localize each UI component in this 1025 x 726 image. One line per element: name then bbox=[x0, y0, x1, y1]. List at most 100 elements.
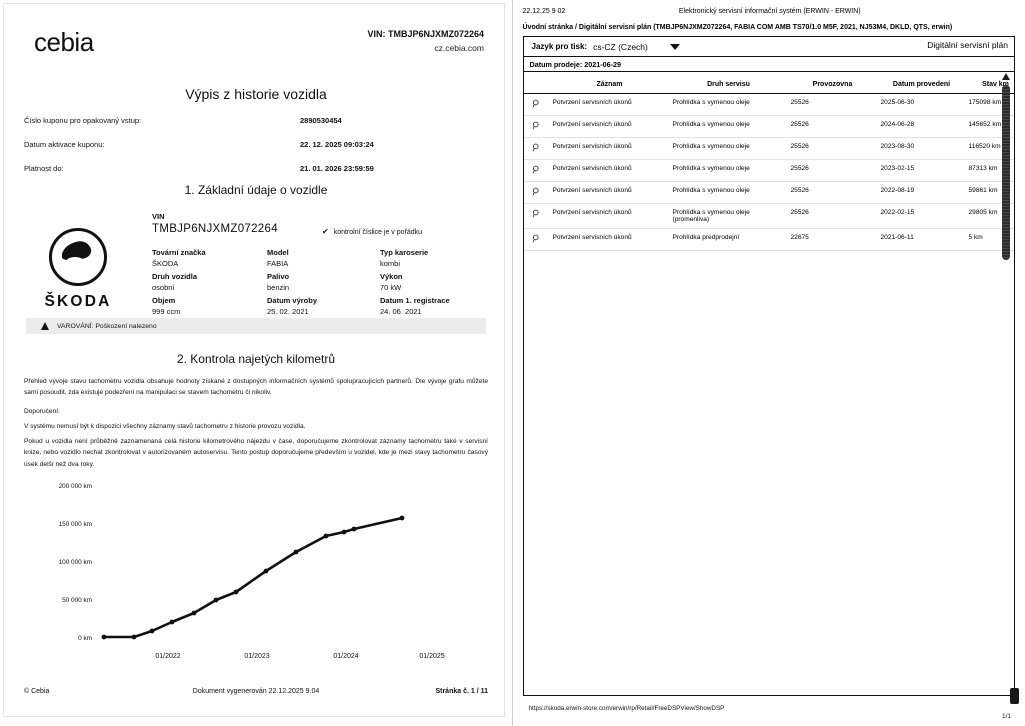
spec-value-2: kombi bbox=[380, 259, 401, 268]
paragraph-note: V systému nemusí být k dispozici všechny… bbox=[24, 423, 306, 430]
magnifier-icon[interactable] bbox=[523, 115, 550, 138]
magnifier-icon[interactable] bbox=[523, 159, 550, 182]
col-record: Záznam bbox=[549, 71, 670, 94]
document-title: Výpis z historie vozidla bbox=[185, 86, 327, 102]
breadcrumb[interactable]: Úvodní stránka / Digitální servisní plán… bbox=[522, 24, 953, 31]
skoda-logo: ŠKODA bbox=[26, 228, 130, 311]
col-service-type: Druh servisu bbox=[669, 71, 788, 94]
coupon-label-2: Platnost do: bbox=[24, 164, 64, 173]
cell-service-type: Prohlídka s vymenou oleje (promenliva) bbox=[669, 203, 788, 229]
sale-date-row: Datum prodeje: 2021-06-29 bbox=[523, 57, 1014, 72]
cell-date: 2025-06-30 bbox=[877, 93, 966, 116]
spec-cell-production-date: Datum výroby 25. 02. 2021 bbox=[267, 296, 317, 316]
section-1-title: 1. Základní údaje o vozidle bbox=[184, 183, 328, 197]
magnifier-icon[interactable] bbox=[523, 228, 550, 251]
pdf-page-sheet bbox=[4, 4, 504, 716]
cell-date: 2023-08-30 bbox=[877, 137, 966, 160]
cell-mileage: 5 km bbox=[965, 228, 1014, 251]
sale-date-text: Datum prodeje: 2021-06-29 bbox=[529, 59, 621, 69]
coupon-value-2: 21. 01. 2026 23:59:59 bbox=[300, 164, 374, 173]
cell-workshop: 25526 bbox=[787, 93, 878, 116]
table-row[interactable]: Potvrzení servisních úkonů Prohlídka s v… bbox=[523, 159, 1014, 182]
footer-generated: Dokument vygenerován 22.12.2025 9.04 bbox=[192, 688, 320, 695]
ytick-label-2: 100 000 km bbox=[59, 559, 92, 566]
cell-workshop: 25526 bbox=[787, 181, 878, 204]
cell-record: Potvrzení servisních úkonů bbox=[549, 115, 670, 138]
table-header-row: Záznam Druh servisu Provozovna Datum pro… bbox=[523, 71, 1014, 94]
table-row[interactable]: Potvrzení servisních úkonů Prohlídka s v… bbox=[523, 203, 1014, 229]
pdf-document-pane[interactable]: cebia VIN: TMBJP6NJXMZ072264 cz.cebia.co… bbox=[0, 0, 513, 726]
spec-cell-first-registration: Datum 1. registrace 24. 06. 2021 bbox=[380, 296, 450, 316]
magnifier-icon[interactable] bbox=[523, 93, 550, 116]
paragraph-recommendation-label: Doporučení: bbox=[24, 408, 60, 415]
spec-cell-brand: Tovární značka ŠKODA bbox=[152, 248, 206, 268]
cell-workshop: 25526 bbox=[787, 159, 878, 182]
section-2-title: 2. Kontrola najetých kilometrů bbox=[176, 352, 336, 366]
cell-workshop: 25526 bbox=[787, 203, 878, 229]
dsp-panel: Jazyk pro tisk: cs-CZ (Czech) Digitální … bbox=[522, 36, 1015, 696]
scrollbar-thumb[interactable] bbox=[1002, 85, 1010, 260]
print-language-value[interactable]: cs-CZ (Czech) bbox=[593, 41, 648, 52]
service-table-scroll-area[interactable]: Záznam Druh servisu Provozovna Datum pro… bbox=[523, 71, 1014, 695]
cell-mileage: 116520 km bbox=[965, 137, 1014, 160]
magnifier-icon[interactable] bbox=[523, 137, 550, 160]
ytick-label-0: 200 000 km bbox=[59, 483, 92, 490]
spec-value-0: ŠKODA bbox=[152, 259, 179, 268]
cell-date: 2021-06-11 bbox=[877, 228, 966, 251]
vertical-scrollbar[interactable] bbox=[1001, 73, 1012, 665]
damage-warning-banner: VAROVÁNÍ: Poškození nalezeno bbox=[26, 318, 486, 334]
spec-row-1: Druh vozidla osobní Palivo benzin Výkon … bbox=[152, 272, 472, 296]
spec-label-5: Výkon bbox=[380, 272, 403, 281]
table-row[interactable]: Potvrzení servisních úkonů Prohlídka s v… bbox=[523, 115, 1014, 138]
table-row[interactable]: Potvrzení servisních úkonů Prohlídka s v… bbox=[523, 181, 1014, 204]
cell-mileage: 175098 km bbox=[965, 93, 1014, 116]
spec-value-1: FABIA bbox=[267, 259, 289, 268]
col-date: Datum provedení bbox=[877, 71, 966, 94]
vehicle-spec-grid: Tovární značka ŠKODA Model FABIA Typ kar… bbox=[152, 248, 472, 320]
erwin-pane[interactable]: 22.12.25 9 02 Elektronický servisní info… bbox=[512, 0, 1025, 726]
panel-title: Digitální servisní plán bbox=[927, 40, 1008, 50]
spec-value-6: 999 ccm bbox=[152, 307, 181, 316]
paragraph-intro: Přehled vývoje stavu tachometru vozidla … bbox=[24, 378, 488, 397]
cell-record: Potvrzení servisních úkonů bbox=[549, 137, 670, 160]
vin-label: VIN bbox=[152, 212, 165, 221]
mileage-chart: 200 000 km 150 000 km 100 000 km 50 000 … bbox=[18, 474, 494, 666]
paragraph-advice: Pokud u vozidla není průběžně zaznamenan… bbox=[24, 438, 488, 468]
vin-value: TMBJP6NJXMZ072264 bbox=[152, 223, 278, 235]
cell-service-type: Prohlídka s vymenou oleje bbox=[669, 115, 788, 138]
cell-date: 2022-08-19 bbox=[877, 181, 966, 204]
spec-label-2: Typ karoserie bbox=[380, 248, 429, 257]
skoda-wordmark: ŠKODA bbox=[44, 293, 112, 310]
magnifier-icon[interactable] bbox=[523, 181, 550, 204]
cell-mileage: 59861 km bbox=[965, 181, 1014, 204]
col-workshop: Provozovna bbox=[787, 71, 878, 94]
cell-workshop: 25526 bbox=[787, 115, 878, 138]
cell-date: 2024-06-28 bbox=[877, 115, 966, 138]
spec-cell-vehicle-type: Druh vozidla osobní bbox=[152, 272, 197, 292]
footer-copyright: © Cebia bbox=[24, 688, 50, 695]
footer-page-number: Stránka č. 1 / 11 bbox=[435, 688, 488, 695]
coupon-value-0: 2890530454 bbox=[300, 116, 342, 125]
cell-workshop: 22675 bbox=[787, 228, 878, 251]
print-language-row: Jazyk pro tisk: cs-CZ (Czech) Digitální … bbox=[523, 37, 1014, 57]
skoda-emblem-icon bbox=[49, 228, 107, 286]
cell-service-type: Prohlídka s vymenou oleje bbox=[669, 181, 788, 204]
col-icon bbox=[523, 71, 550, 94]
table-row[interactable]: Potvrzení servisních úkonů Prohlídka pre… bbox=[523, 228, 1014, 251]
spec-cell-power: Výkon 70 kW bbox=[380, 272, 403, 292]
check-icon: ✔ bbox=[322, 227, 329, 236]
spec-label-6: Objem bbox=[152, 296, 176, 305]
chevron-down-icon[interactable] bbox=[669, 43, 680, 50]
chart-x-axis-labels: 01/2022 01/2023 01/2024 01/2025 bbox=[155, 653, 444, 660]
cebia-logo: cebia bbox=[34, 27, 94, 57]
magnifier-icon[interactable] bbox=[523, 203, 550, 229]
scroll-up-arrow-icon[interactable] bbox=[1002, 73, 1010, 80]
ytick-label-1: 150 000 km bbox=[59, 521, 92, 528]
xtick-label-2: 01/2024 bbox=[333, 653, 358, 660]
table-row[interactable]: Potvrzení servisních úkonů Prohlídka s v… bbox=[523, 137, 1014, 160]
coupon-label-1: Datum aktivace kuponu: bbox=[24, 140, 105, 149]
spec-cell-fuel: Palivo benzin bbox=[267, 272, 289, 292]
xtick-label-0: 01/2022 bbox=[155, 653, 180, 660]
ytick-label-3: 50 000 km bbox=[62, 597, 92, 604]
table-row[interactable]: Potvrzení servisních úkonů Prohlídka s v… bbox=[523, 93, 1014, 116]
